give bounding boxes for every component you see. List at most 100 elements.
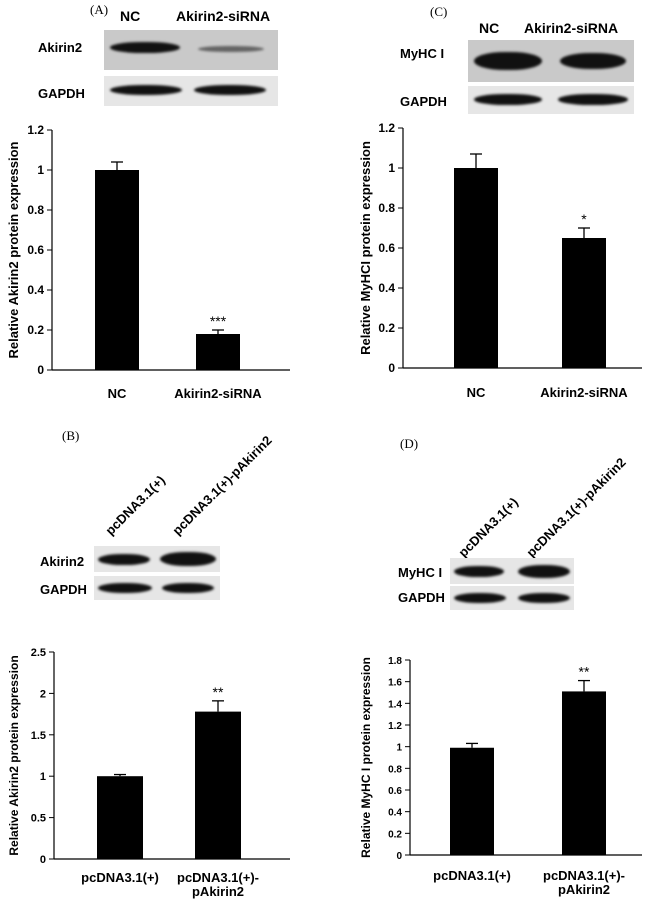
x-category-label: Akirin2-siRNA bbox=[174, 386, 262, 401]
y-tick-label: 1.2 bbox=[27, 123, 44, 137]
blot-label-myhc-i: MyHC I bbox=[400, 46, 445, 61]
bar bbox=[95, 170, 139, 370]
y-tick-label: 0 bbox=[396, 851, 402, 862]
y-tick-label: 1 bbox=[396, 743, 402, 754]
lane-header-pcdna: pcDNA3.1(+) bbox=[455, 494, 521, 560]
blot-band bbox=[162, 583, 214, 593]
y-tick-label: 0.5 bbox=[31, 813, 46, 825]
western-blot-gapdh bbox=[104, 76, 278, 106]
x-category-label: NC bbox=[108, 386, 127, 401]
bar bbox=[562, 691, 606, 855]
lane-header-nc: NC bbox=[479, 20, 500, 36]
western-blot-myhc-i bbox=[450, 558, 574, 584]
blot-label-gapdh: GAPDH bbox=[38, 86, 85, 101]
x-category-label: pAkirin2 bbox=[192, 884, 244, 899]
blot-band bbox=[558, 94, 628, 105]
western-blot-akirin2 bbox=[104, 30, 278, 70]
bar-chart-myhci-knockdown: 0 0.2 0.4 0.6 0.8 1 1.2 Relative MyHCI protein … bbox=[358, 121, 642, 400]
blot-band bbox=[110, 85, 182, 95]
significance-marker: * bbox=[581, 211, 587, 227]
blot-label-gapdh: GAPDH bbox=[398, 590, 445, 605]
x-category-label: pcDNA3.1(+)- bbox=[543, 868, 625, 883]
x-category-label: NC bbox=[467, 385, 486, 400]
y-tick-label: 0.6 bbox=[378, 241, 395, 255]
blot-label-akirin2: Akirin2 bbox=[40, 554, 85, 569]
y-tick-label: 0.6 bbox=[27, 243, 44, 257]
bar bbox=[195, 711, 241, 859]
blot-label-akirin2: Akirin2 bbox=[38, 40, 83, 55]
y-tick-label: 0.4 bbox=[378, 281, 395, 295]
significance-marker: ** bbox=[213, 684, 224, 700]
lane-header-akirin2-sirna: Akirin2-siRNA bbox=[176, 8, 271, 24]
y-axis-label: Relative Akirin2 protein expression bbox=[7, 655, 21, 855]
lane-header-nc: NC bbox=[120, 8, 141, 24]
panel-label-c: (C) bbox=[430, 4, 448, 19]
x-category-label: pAkirin2 bbox=[558, 882, 610, 897]
bar bbox=[450, 747, 494, 855]
western-blot-gapdh bbox=[450, 586, 574, 610]
panel-label-a: (A) bbox=[90, 2, 109, 17]
bar bbox=[454, 168, 498, 368]
x-category-label: pcDNA3.1(+) bbox=[81, 870, 159, 885]
bar-chart-akirin2-knockdown: 0 0.2 0.4 0.6 0.8 1 1.2 Relative Akirin2 protei… bbox=[6, 123, 290, 401]
y-tick-label: 0 bbox=[37, 363, 44, 377]
x-category-label: Akirin2-siRNA bbox=[540, 385, 628, 400]
y-tick-label: 0.4 bbox=[388, 808, 402, 819]
y-tick-label: 1.2 bbox=[378, 121, 395, 135]
y-tick-label: 2 bbox=[40, 688, 46, 700]
y-tick-label: 1.5 bbox=[31, 730, 46, 742]
blot-band bbox=[110, 42, 180, 53]
lane-header-pcdna-pakirin2: pcDNA3.1(+)-pAkirin2 bbox=[523, 454, 629, 560]
bar bbox=[562, 238, 606, 368]
blot-label-gapdh: GAPDH bbox=[400, 94, 447, 109]
blot-band bbox=[518, 593, 570, 603]
western-blot-gapdh bbox=[94, 576, 220, 600]
blot-band bbox=[518, 565, 570, 578]
bar-chart-akirin2-overexpression: 0 0.5 1 1.5 2 2.5 Relative Akirin2 protein exp… bbox=[7, 647, 290, 899]
blot-band bbox=[198, 46, 264, 52]
y-tick-label: 0.8 bbox=[378, 201, 395, 215]
blot-band bbox=[474, 94, 542, 105]
blot-band bbox=[194, 85, 266, 95]
y-tick-label: 0.4 bbox=[27, 283, 44, 297]
lane-header-akirin2-sirna: Akirin2-siRNA bbox=[524, 20, 619, 36]
y-tick-label: 0.2 bbox=[388, 829, 402, 840]
significance-marker: *** bbox=[210, 313, 227, 329]
blot-band bbox=[160, 552, 216, 566]
y-tick-label: 1 bbox=[40, 771, 46, 783]
y-tick-label: 0.8 bbox=[27, 203, 44, 217]
bar-chart-myhci-overexpression: 0 0.2 0.4 0.6 0.8 1 1.2 1.4 1.6 1.8 Relative MyHC … bbox=[359, 656, 642, 897]
western-blot-akirin2 bbox=[94, 546, 220, 572]
blot-band bbox=[474, 52, 542, 70]
y-tick-label: 1.6 bbox=[388, 678, 402, 689]
y-tick-label: 1.4 bbox=[388, 699, 402, 710]
y-tick-label: 0 bbox=[388, 361, 395, 375]
lane-header-pcdna: pcDNA3.1(+) bbox=[102, 472, 168, 538]
blot-band bbox=[98, 554, 150, 565]
western-blot-myhc-i bbox=[468, 40, 634, 82]
y-tick-label: 0 bbox=[40, 854, 46, 866]
y-axis-label: Relative Akirin2 protein expression bbox=[6, 141, 21, 358]
bar bbox=[196, 334, 240, 370]
panel-label-b: (B) bbox=[62, 428, 80, 443]
bar bbox=[97, 776, 143, 859]
y-tick-label: 1.2 bbox=[388, 721, 402, 732]
y-tick-label: 1 bbox=[388, 161, 395, 175]
y-tick-label: 0.8 bbox=[388, 764, 402, 775]
lane-header-pcdna-pakirin2: pcDNA3.1(+)-pAkirin2 bbox=[169, 432, 275, 538]
y-tick-label: 0.6 bbox=[388, 786, 402, 797]
blot-band bbox=[454, 566, 504, 577]
y-axis-label: Relative MyHC I protein expression bbox=[359, 657, 373, 858]
panel-label-d: (D) bbox=[400, 436, 419, 451]
blot-label-myhc-i: MyHC I bbox=[398, 565, 443, 580]
y-tick-label: 0.2 bbox=[378, 321, 395, 335]
blot-band bbox=[98, 583, 152, 593]
y-tick-label: 2.5 bbox=[31, 647, 46, 659]
y-tick-label: 0.2 bbox=[27, 323, 44, 337]
blot-band bbox=[454, 593, 506, 603]
y-tick-label: 1 bbox=[37, 163, 44, 177]
y-tick-label: 1.8 bbox=[388, 656, 402, 667]
blot-label-gapdh: GAPDH bbox=[40, 582, 87, 597]
blot-band bbox=[560, 53, 626, 69]
y-axis-label: Relative MyHCI protein expression bbox=[358, 141, 373, 355]
